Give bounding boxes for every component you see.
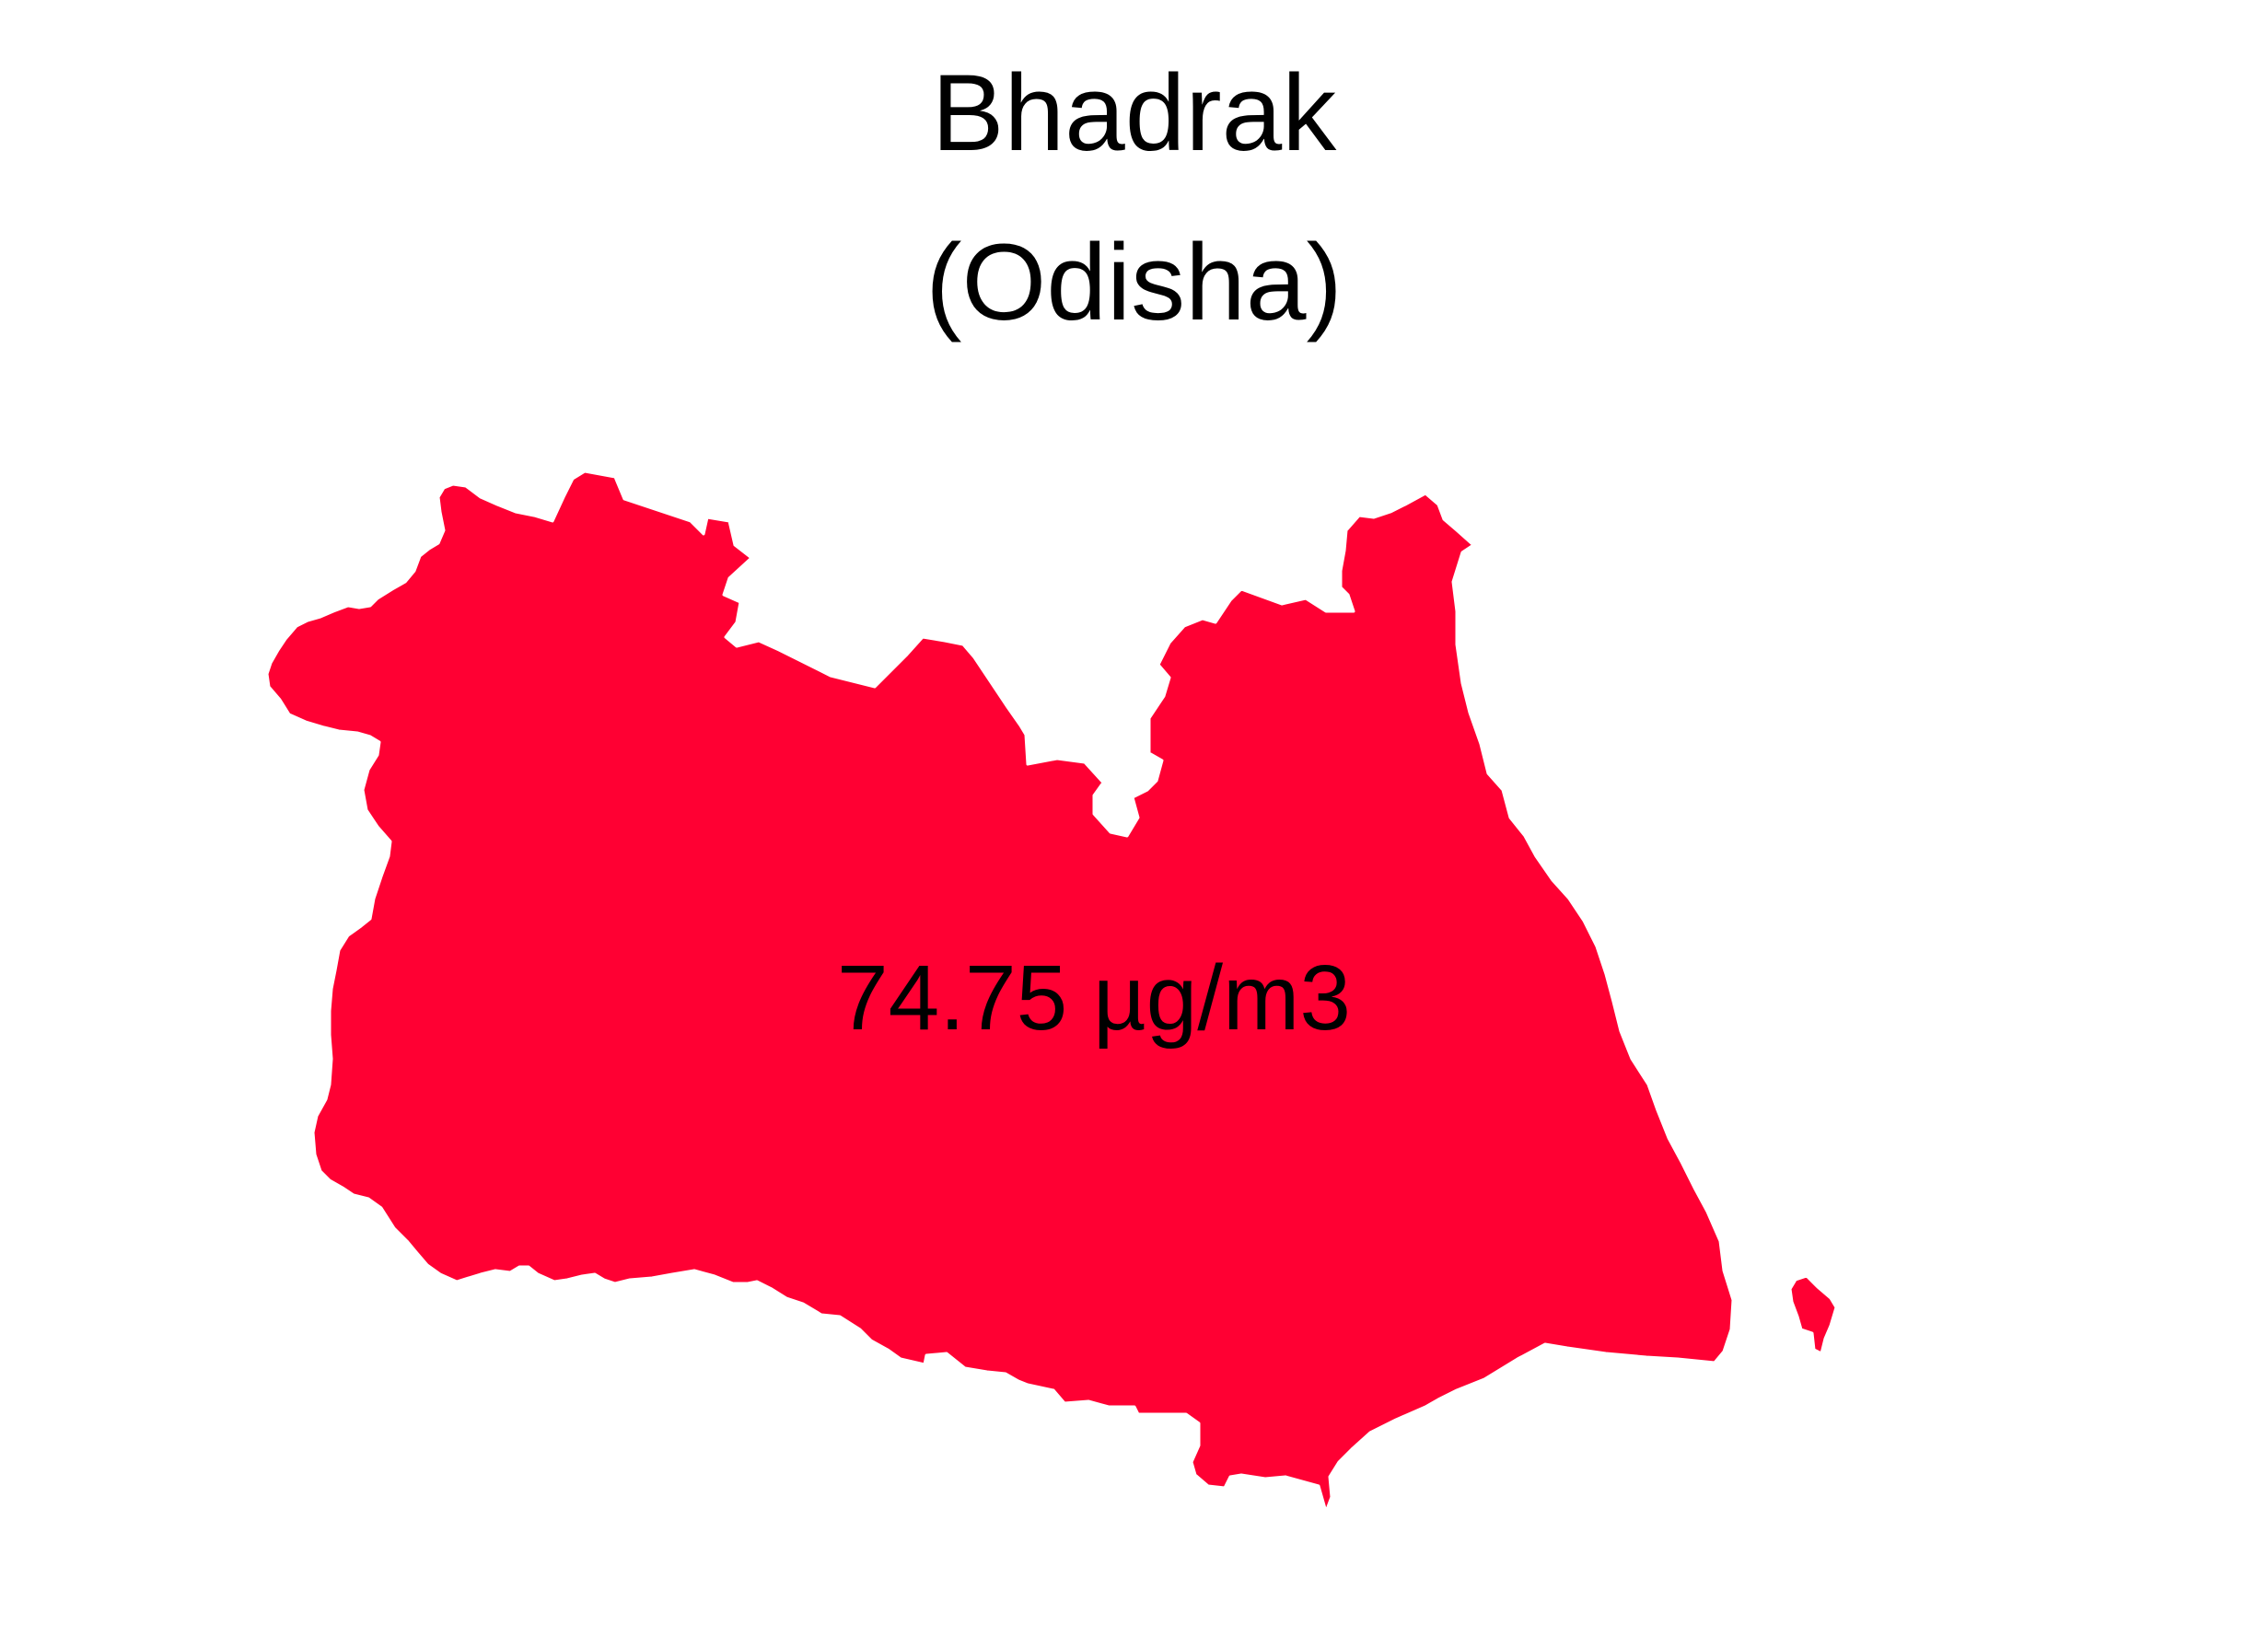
map-title-state: (Odisha) <box>925 222 1343 343</box>
value-label: 74.75 µg/m3 <box>837 946 1351 1050</box>
map-title-district: Bhadrak <box>931 52 1337 174</box>
district-shape-island <box>1788 1274 1838 1355</box>
district-shape-mainland <box>265 470 1735 1514</box>
